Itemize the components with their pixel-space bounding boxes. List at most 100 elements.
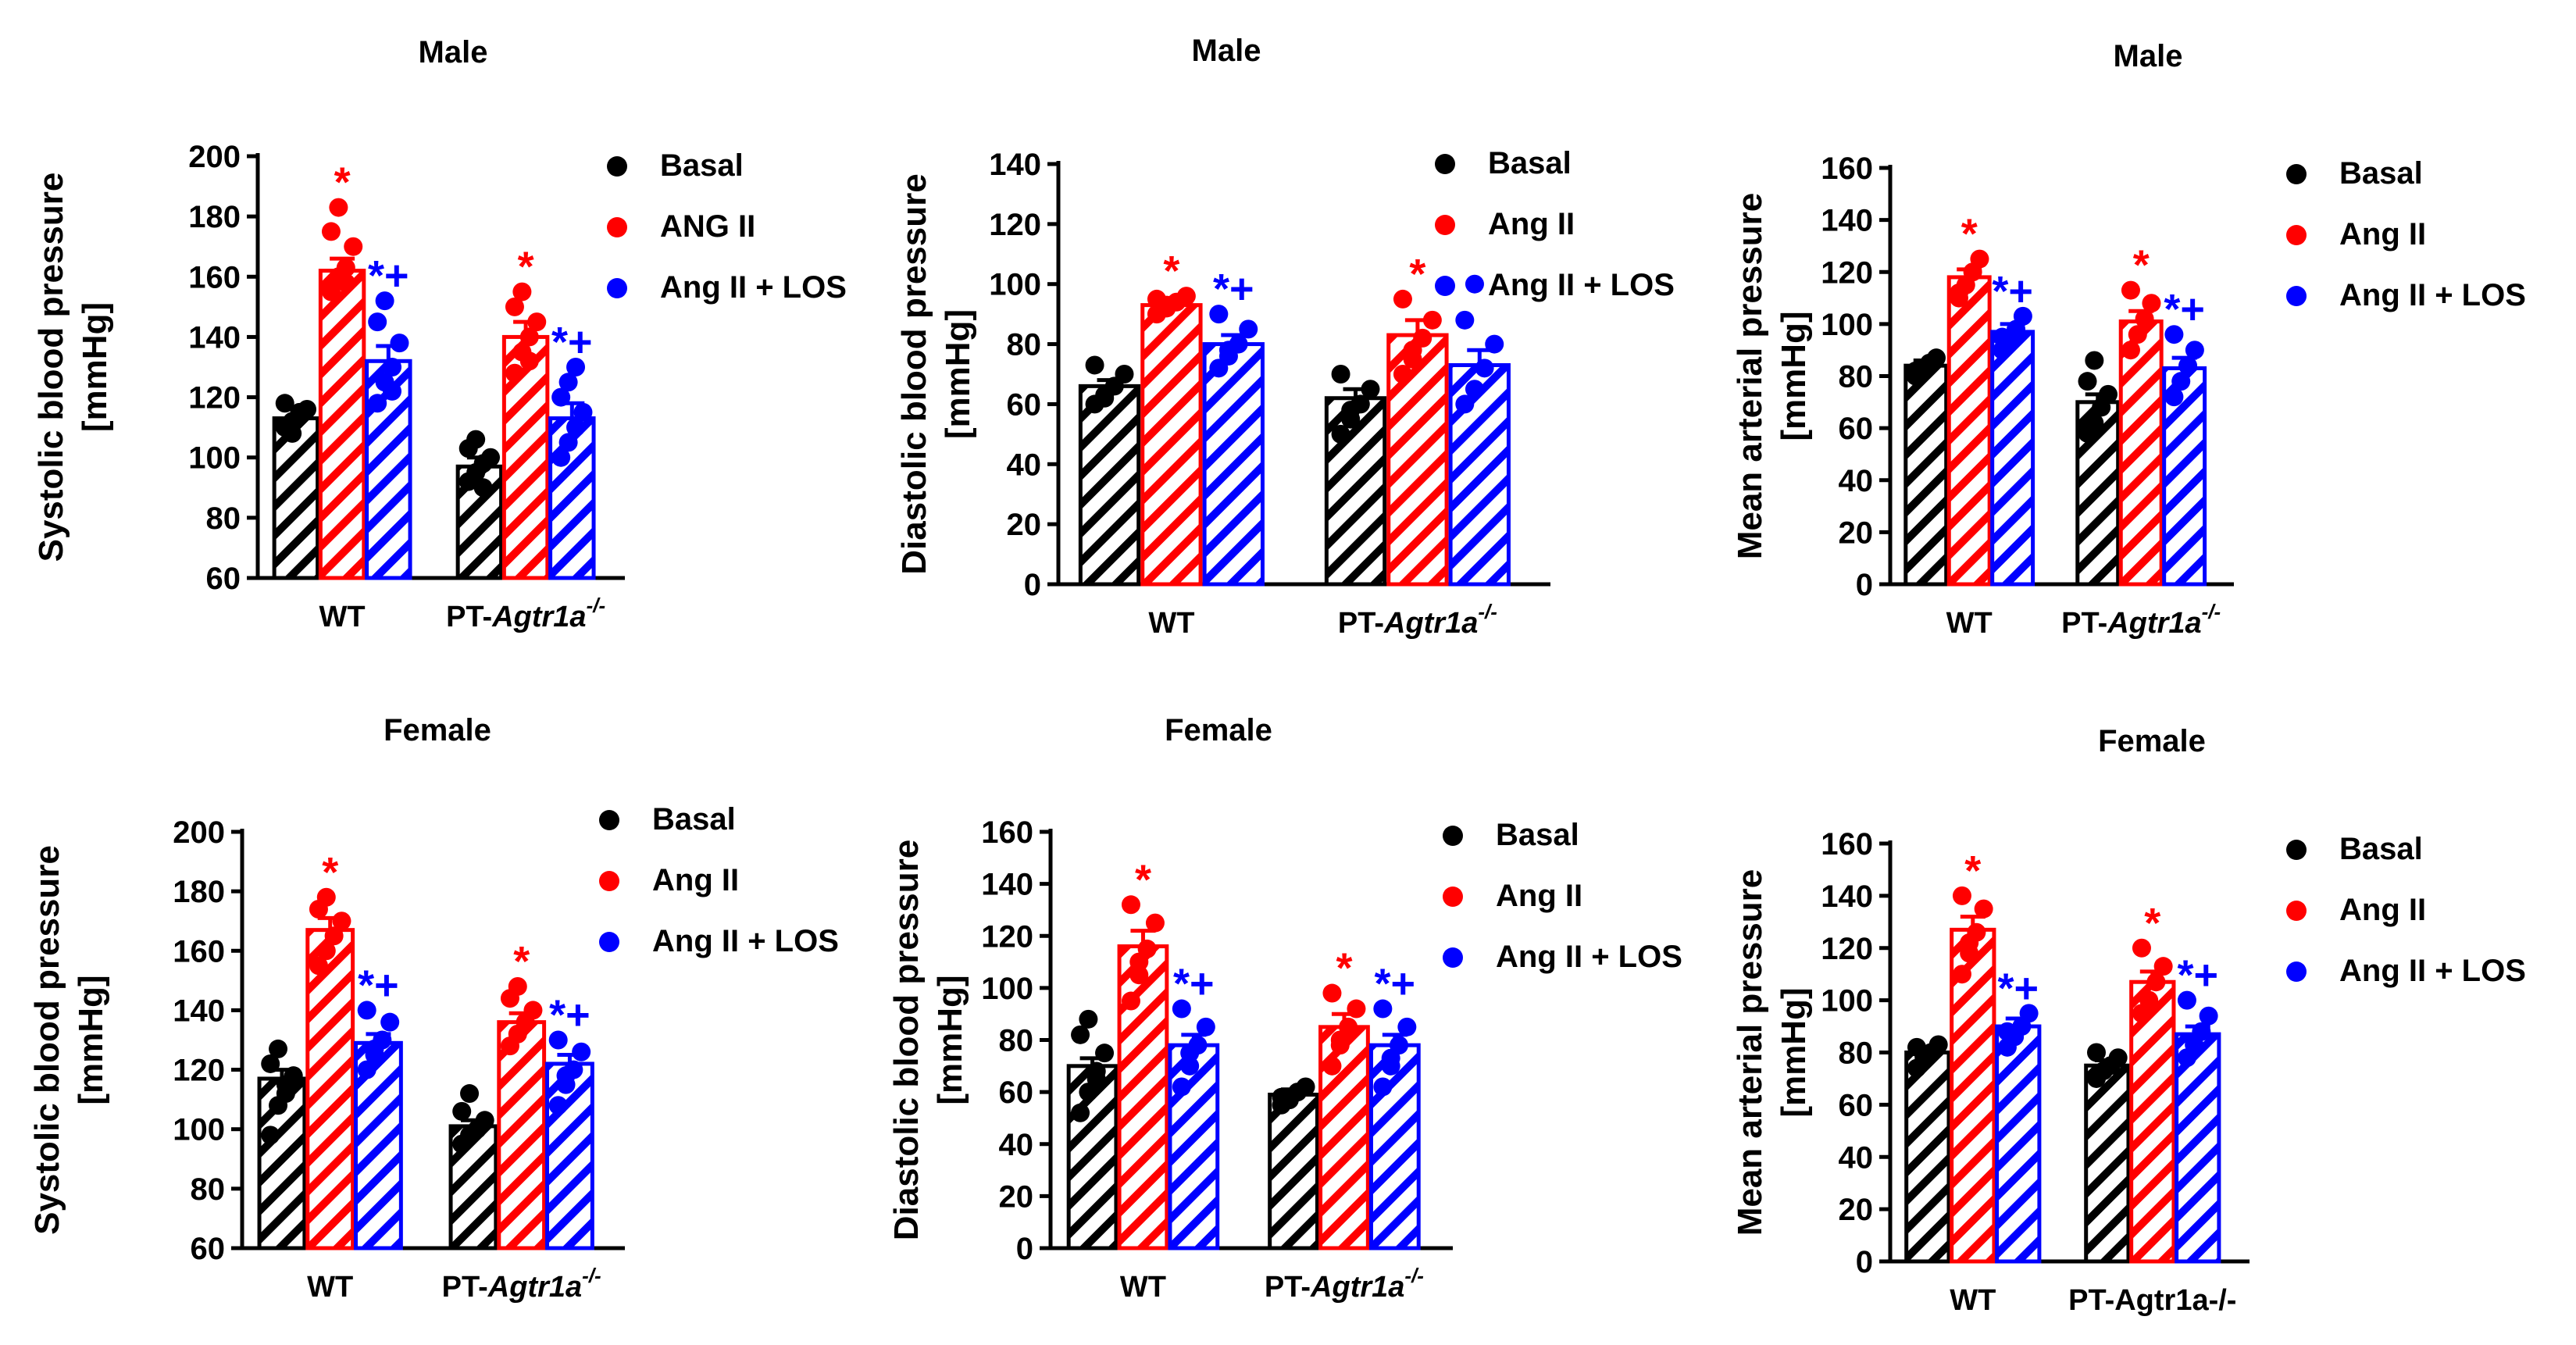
y-tick-label: 140 [188, 320, 241, 355]
significance-mark: * [2133, 242, 2150, 289]
significance-mark: * [518, 244, 534, 291]
data-point [1129, 965, 1149, 985]
data-point [316, 941, 336, 961]
significance-mark: * [1163, 248, 1179, 294]
legend-label: Ang II [1488, 207, 1575, 241]
y-tick-label: 160 [981, 815, 1033, 850]
legend-marker [1443, 887, 1463, 907]
chart-title: Female [1165, 713, 1272, 747]
significance-mark: * [1964, 847, 1981, 894]
y-tick-label: 60 [1839, 1088, 1874, 1122]
y-tick-label: 60 [206, 562, 241, 596]
data-point [283, 423, 302, 443]
data-point [2178, 356, 2198, 376]
data-point [519, 327, 539, 347]
data-point [1465, 274, 1484, 294]
data-point [321, 222, 341, 241]
legend-label: Ang II [652, 863, 739, 897]
bar-basal-group-2 [2084, 1063, 2131, 1264]
data-point [2086, 1043, 2106, 1062]
data-point [2135, 309, 2154, 329]
y-axis-label: Mean arterial pressure [1731, 869, 1769, 1236]
x-group-label: PT-Agtr1a-/- [2061, 600, 2221, 640]
y-tick-label: 100 [188, 441, 241, 476]
data-point [466, 430, 486, 449]
data-point [527, 312, 547, 332]
data-point [2078, 372, 2097, 391]
y-tick-label: 120 [1821, 255, 1873, 290]
data-point [558, 433, 578, 452]
data-point [475, 1111, 494, 1130]
x-group-label-superscript: -/- [1404, 1264, 1424, 1287]
bar-ang-ii-los-group-2 [2175, 1032, 2221, 1264]
y-tick-label: 80 [191, 1172, 226, 1207]
data-point [284, 1066, 303, 1086]
data-point [368, 312, 387, 332]
chart-panel-1: Male Systolic blood pressure [mmHg] 60 80 100… [32, 35, 847, 633]
data-point [573, 402, 593, 422]
y-axis-unit: [mmHg] [1775, 311, 1813, 441]
data-point [344, 237, 363, 256]
y-tick-label: 140 [1821, 204, 1873, 238]
data-point [375, 291, 394, 311]
data-point [2013, 306, 2032, 326]
y-tick-label: 120 [989, 208, 1041, 242]
legend-marker [607, 217, 627, 237]
x-group-label-gene: Agtr1a [491, 601, 586, 633]
legend-marker [2286, 286, 2307, 306]
legend-marker [599, 810, 619, 830]
data-point [1322, 983, 1342, 1003]
y-tick-label: 160 [1821, 827, 1873, 862]
chart-title: Female [2098, 724, 2206, 758]
data-point [2108, 1048, 2128, 1068]
y-tick-label: 100 [989, 268, 1041, 302]
data-point [383, 358, 402, 376]
data-point [275, 394, 294, 413]
data-point [1086, 1069, 1106, 1089]
data-point [321, 282, 341, 301]
data-point [2199, 1006, 2218, 1026]
legend-marker [2286, 961, 2307, 982]
data-point [1361, 380, 1380, 399]
data-point [505, 297, 524, 316]
significance-mark: *+ [1173, 961, 1215, 1008]
y-tick-label: 160 [188, 260, 241, 294]
y-tick-label: 120 [173, 1054, 225, 1088]
bar-basal-group-1 [1903, 363, 1949, 587]
x-group-label-superscript: -/- [587, 594, 606, 617]
bar-ang-ii-group-2 [2129, 979, 2176, 1264]
bar-basal-group-1 [1904, 1051, 1951, 1264]
data-point [481, 448, 501, 467]
data-point [1403, 341, 1422, 360]
data-point [1465, 380, 1484, 399]
data-point [1085, 355, 1104, 375]
significance-mark: *+ [368, 252, 409, 299]
y-tick-label: 0 [1856, 568, 1873, 602]
data-point [1172, 1077, 1191, 1097]
x-group-label: PT-Agtr1a-/- [2068, 1284, 2236, 1317]
data-point [1970, 249, 1989, 269]
data-point [1172, 999, 1191, 1019]
legend-marker [607, 156, 627, 177]
y-tick-label: 0 [1016, 1232, 1033, 1266]
y-tick-label: 80 [999, 1024, 1034, 1058]
bar-ang-ii-group-2 [2118, 319, 2164, 587]
data-point [329, 198, 348, 217]
data-point [2164, 387, 2184, 407]
data-point [365, 1039, 384, 1058]
bar-ang-ii-group-2 [497, 1020, 547, 1250]
significance-mark: * [1961, 211, 1978, 258]
data-point [2146, 972, 2166, 992]
y-tick-label: 140 [989, 148, 1041, 182]
data-point [1373, 1077, 1393, 1097]
x-group-label-superscript: -/- [2202, 600, 2221, 623]
y-tick-label: 60 [191, 1232, 226, 1266]
data-point [324, 926, 344, 946]
x-group-label-text: PT- [446, 601, 492, 633]
x-group-label-superscript: -/- [1478, 600, 1497, 623]
data-point [1157, 295, 1176, 315]
significance-mark: * [513, 938, 530, 985]
significance-mark: *+ [1213, 266, 1254, 312]
data-point [1095, 388, 1115, 408]
